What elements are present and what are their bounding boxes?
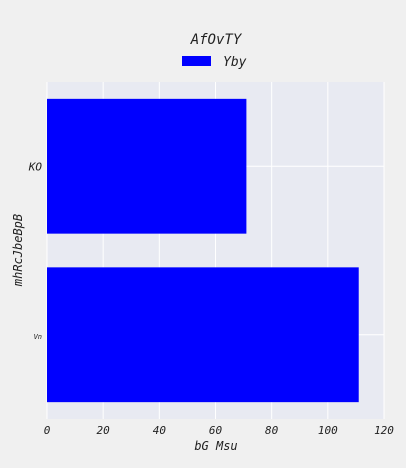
- x-tick-layer: 0 20 40 60 80 100 120: [44, 424, 395, 437]
- legend: Yby: [182, 55, 247, 70]
- legend-label: Yby: [223, 55, 247, 70]
- legend-swatch: [182, 56, 211, 66]
- bar: [47, 267, 359, 402]
- x-tick-label: 120: [374, 424, 394, 437]
- x-tick-label: 0: [44, 424, 51, 437]
- x-tick-label: 40: [153, 424, 167, 437]
- x-axis-label: bG Msu: [194, 439, 237, 453]
- y-tick-label: Vn: [34, 333, 42, 341]
- chart-title: AfOvTY: [190, 32, 243, 48]
- y-axis-label: mhRcJbeBpB: [11, 214, 25, 287]
- x-tick-label: 80: [265, 424, 279, 437]
- x-tick-label: 20: [97, 424, 111, 437]
- bar: [47, 99, 246, 234]
- y-tick-layer: KO Vn: [28, 160, 43, 341]
- x-tick-label: 60: [209, 424, 223, 437]
- y-tick-label: KO: [28, 160, 43, 173]
- x-tick-label: 100: [318, 424, 338, 437]
